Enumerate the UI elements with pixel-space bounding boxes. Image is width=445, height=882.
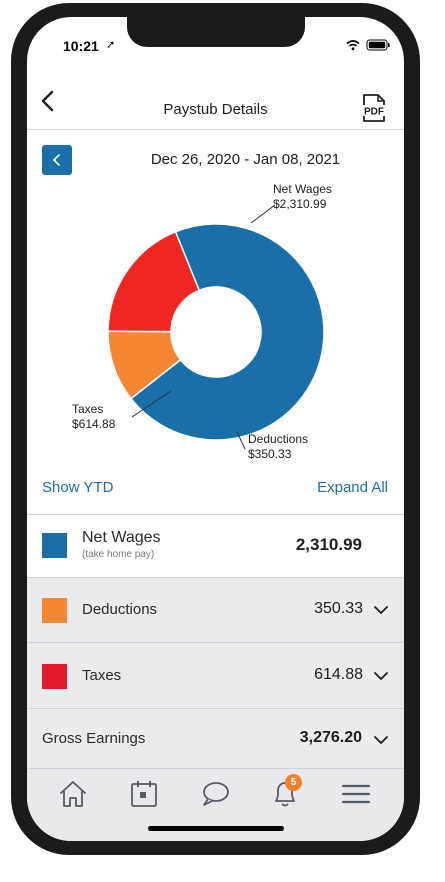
taxes-amount: $614.88 — [72, 417, 116, 431]
net-wages-row-sublabel: (take home pay) — [82, 549, 155, 560]
nav-bar: Paystub Details PDF — [27, 77, 404, 130]
home-icon[interactable] — [58, 779, 88, 809]
deductions-row-label: Deductions — [82, 601, 158, 618]
net-wages-slice[interactable] — [129, 223, 325, 441]
expand-all-link[interactable]: Expand All — [317, 479, 388, 496]
net-wages-label: Net Wages — [273, 182, 332, 196]
net-wages-row: Net Wages (take home pay) 2,310.99 — [27, 514, 404, 578]
pay-period-row: Dec 26, 2020 - Jan 08, 2021 — [27, 129, 404, 175]
calendar-icon[interactable] — [129, 779, 159, 809]
taxes-row-value: 614.88 — [314, 666, 363, 683]
net-wages-swatch — [42, 533, 67, 558]
chart-label-net-wages: Net Wages $2,310.99 — [250, 182, 332, 224]
chevron-down-icon[interactable] — [374, 671, 388, 681]
gross-earnings-row[interactable]: Gross Earnings 3,276.20 — [27, 708, 404, 769]
deductions-row-value: 350.33 — [314, 600, 363, 617]
home-indicator — [148, 826, 284, 831]
notification-badge: 5 — [285, 774, 302, 791]
menu-icon[interactable] — [341, 779, 371, 809]
notch — [127, 17, 305, 47]
screen: 10:21 ➚ Paystub Details — [27, 17, 404, 841]
show-ytd-link[interactable]: Show YTD — [42, 479, 114, 496]
gross-earnings-row-value: 3,276.20 — [299, 729, 362, 746]
taxes-label: Taxes — [72, 402, 103, 416]
deductions-swatch — [42, 598, 67, 623]
net-wages-amount: $2,310.99 — [273, 197, 327, 211]
net-wages-row-value: 2,310.99 — [295, 535, 362, 554]
taxes-swatch — [42, 664, 67, 689]
deductions-row[interactable]: Deductions 350.33 — [27, 577, 404, 643]
taxes-row-label: Taxes — [82, 667, 122, 684]
wifi-icon — [346, 40, 360, 51]
taxes-row[interactable]: Taxes 614.88 — [27, 642, 404, 709]
links-row: Show YTD Expand All — [27, 477, 404, 501]
paystub-donut-chart: Net Wages $2,310.99 Deductions $350.33 T… — [72, 182, 332, 461]
deductions-amount: $350.33 — [248, 447, 292, 461]
status-time: 10:21 — [63, 38, 99, 54]
chevron-down-icon[interactable] — [374, 605, 388, 615]
gross-earnings-row-label: Gross Earnings — [42, 730, 146, 747]
chat-icon[interactable] — [200, 779, 230, 809]
back-chevron-icon[interactable] — [37, 89, 61, 113]
page-title: Paystub Details — [163, 101, 268, 118]
chart-label-deductions: Deductions $350.33 — [236, 431, 308, 461]
chart-label-taxes: Taxes $614.88 — [72, 390, 172, 431]
pay-period-range: Dec 26, 2020 - Jan 08, 2021 — [150, 151, 341, 168]
previous-period-button[interactable] — [42, 145, 72, 175]
location-icon: ➚ — [106, 39, 116, 51]
battery-icon — [366, 39, 390, 51]
deductions-label: Deductions — [248, 432, 308, 446]
net-wages-row-label: Net Wages — [82, 529, 161, 546]
pdf-label: PDF — [364, 107, 384, 118]
status-icons — [346, 39, 390, 51]
pdf-icon[interactable]: PDF — [361, 93, 387, 123]
chevron-down-icon[interactable] — [374, 735, 388, 745]
taxes-slice[interactable] — [107, 230, 201, 333]
phone-frame: 10:21 ➚ Paystub Details — [11, 3, 420, 855]
chevron-left-icon — [52, 154, 60, 166]
